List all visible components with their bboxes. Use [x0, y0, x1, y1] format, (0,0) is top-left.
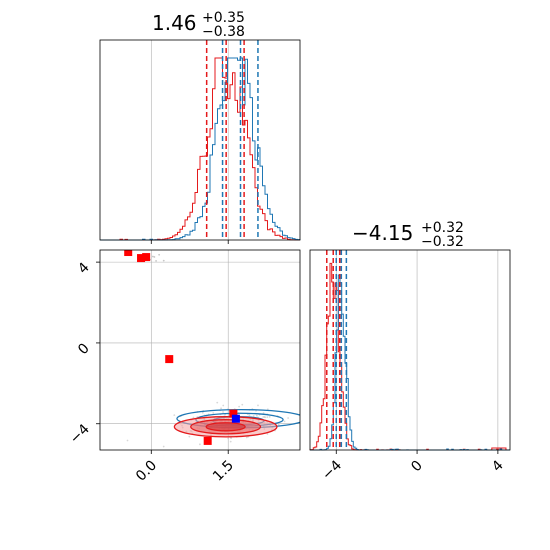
sample-point	[151, 255, 154, 258]
joint-scatter-panel	[96, 249, 308, 454]
sample-point	[245, 436, 248, 439]
sample-point	[257, 404, 259, 407]
marker-red	[124, 250, 133, 257]
sample-point	[149, 258, 152, 261]
title-param-2: −4.15 +0.32 −0.32	[352, 220, 464, 250]
sample-point	[277, 423, 280, 426]
marker-red	[203, 436, 212, 445]
sample-point	[126, 439, 129, 442]
sample-point	[241, 403, 244, 406]
sample-point	[229, 440, 232, 443]
sample-point	[227, 413, 230, 416]
sample-point	[283, 420, 286, 423]
title-param-2-value: −4.15	[352, 221, 413, 245]
marker-red	[229, 409, 238, 418]
x-tick-label-param-2: −4	[319, 457, 345, 483]
panel-frame	[99, 249, 301, 451]
sample-point	[173, 414, 176, 417]
sample-point	[222, 404, 225, 407]
sample-point	[216, 401, 219, 404]
x-tick-label-param-2: 4	[489, 457, 507, 475]
x-tick-label: 0.0	[133, 458, 160, 485]
histogram-param-1	[99, 39, 301, 244]
sample-point	[248, 414, 251, 416]
sample-point	[158, 253, 161, 256]
title-param-1-plus: +0.35	[202, 10, 245, 26]
title-param-1-minus: −0.38	[202, 24, 245, 40]
contour-red-inner	[205, 422, 246, 432]
sample-point	[220, 407, 222, 410]
sample-point	[238, 405, 241, 408]
histogram-red-outlier	[491, 447, 507, 450]
sample-point	[287, 417, 290, 419]
sample-point	[162, 445, 165, 448]
x-tick-label-param-2: 0	[408, 458, 426, 476]
marker-red	[142, 253, 151, 262]
marker-red	[137, 254, 146, 263]
sample-point	[201, 411, 204, 414]
sample-point	[255, 414, 258, 417]
sample-point	[198, 443, 201, 446]
y-tick-label: −4	[67, 421, 93, 447]
scatter-content	[100, 250, 308, 450]
tick-labels: 0.0 1.5 −4 0 4 4 0 −4	[67, 260, 507, 485]
sample-point	[212, 412, 215, 414]
sample-point	[227, 409, 230, 412]
sample-point	[222, 411, 224, 413]
sample-point	[262, 412, 265, 415]
sample-point	[266, 408, 269, 411]
sample-point	[192, 416, 195, 419]
sample-point	[266, 433, 269, 435]
y-tick-label: 4	[75, 260, 93, 278]
x-tick-label: 1.5	[210, 458, 237, 485]
sample-point	[227, 437, 230, 440]
sample-point	[263, 416, 266, 418]
sample-point	[188, 435, 191, 438]
marker-blue	[231, 414, 240, 423]
sample-point	[162, 259, 165, 262]
sample-point	[266, 416, 269, 419]
title-param-1-value: 1.46	[152, 11, 197, 35]
panel-frame	[309, 249, 511, 451]
title-param-1: 1.46 +0.35 −0.38	[152, 10, 245, 40]
y-tick-label: 0	[75, 340, 93, 358]
sample-point	[155, 260, 157, 262]
sample-point	[252, 415, 255, 417]
sample-point	[153, 256, 156, 258]
sample-point	[268, 415, 271, 418]
sample-point	[306, 413, 308, 415]
marker-red	[165, 355, 174, 364]
title-param-2-plus: +0.32	[421, 220, 464, 236]
histogram-blue-series	[100, 57, 301, 241]
panel-frame	[99, 39, 301, 241]
title-param-2-minus: −0.32	[421, 234, 464, 250]
histogram-param-2	[309, 249, 511, 454]
